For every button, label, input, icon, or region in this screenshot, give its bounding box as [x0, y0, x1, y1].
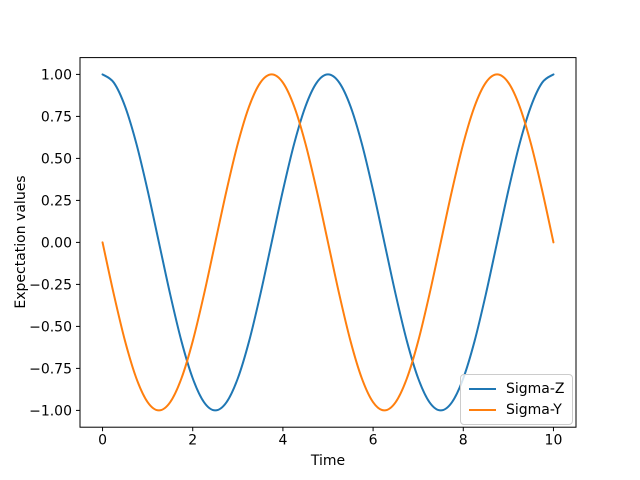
y-tick-label: −1.00 — [29, 403, 72, 419]
y-tick-label: 0.75 — [41, 109, 72, 125]
legend: Sigma-Z Sigma-Y — [460, 374, 573, 425]
sigma-z-line-swatch — [469, 388, 496, 390]
y-tick-label: −0.50 — [29, 319, 72, 335]
y-axis-label: Expectation values — [13, 175, 29, 309]
series-line-sigma-y — [101, 73, 555, 412]
legend-item-sigma-z: Sigma-Z — [469, 380, 565, 398]
x-tick-label: 4 — [278, 433, 287, 449]
y-tick-label: −0.25 — [29, 277, 72, 293]
x-tick-label: 10 — [545, 433, 563, 449]
legend-item-sigma-y: Sigma-Y — [469, 401, 565, 419]
y-tick-label: 0.25 — [41, 193, 72, 209]
y-tick-label: −0.75 — [29, 361, 72, 377]
y-tick-label: 0.00 — [41, 235, 72, 251]
x-tick-label: 2 — [188, 433, 197, 449]
y-tick-label: 1.00 — [41, 67, 72, 83]
legend-label-sigma-z: Sigma-Z — [506, 381, 565, 397]
x-tick-label: 8 — [459, 433, 468, 449]
x-tick-label: 6 — [369, 433, 378, 449]
legend-label-sigma-y: Sigma-Y — [506, 402, 562, 418]
series-line-sigma-z — [101, 73, 555, 412]
x-axis-label: Time — [310, 453, 346, 469]
sigma-y-line-swatch — [469, 409, 496, 411]
x-tick-label: 0 — [98, 433, 107, 449]
y-tick-label: 0.50 — [41, 151, 72, 167]
